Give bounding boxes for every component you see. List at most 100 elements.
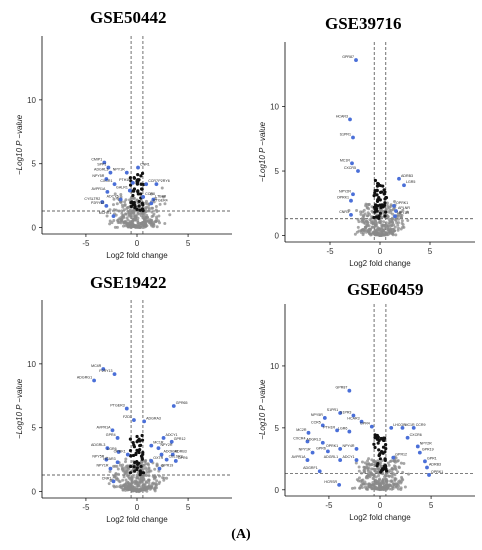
gene-label: P2RY6 [158, 179, 169, 183]
gene-label: CNR1 [140, 163, 150, 167]
gene-label: CYSLTR2 [84, 197, 100, 201]
ns-point [362, 482, 366, 486]
x-tick-label: 5 [186, 239, 191, 248]
ns-point [133, 224, 137, 228]
ns-point [366, 221, 370, 225]
gene-label: LGR6 [107, 447, 116, 451]
sig-point [381, 184, 385, 188]
gene-label: ADCY1 [166, 433, 178, 437]
sig-point [373, 445, 377, 450]
ns-point [388, 229, 392, 233]
gene-label: S1PR1 [340, 132, 351, 136]
ns-point [108, 208, 112, 212]
ns-point [374, 479, 378, 483]
ns-point [157, 214, 161, 218]
ns-point [369, 221, 373, 225]
ns-point [372, 230, 376, 234]
sig-point [128, 471, 133, 475]
ns-point [143, 223, 147, 227]
y-tick-label: 10 [270, 362, 279, 371]
gene-label: OPRK1 [337, 196, 349, 200]
ns-point [362, 468, 366, 472]
gene-label: PTH1R [119, 178, 131, 182]
sig-point [136, 178, 140, 182]
sig-point [375, 199, 380, 204]
deg-point [415, 444, 420, 449]
deg-point [391, 455, 396, 460]
deg-point [111, 214, 116, 219]
sig-point [381, 468, 385, 472]
deg-point [347, 388, 352, 393]
sig-point [140, 438, 145, 442]
ns-point [139, 476, 143, 480]
ns-point [371, 225, 375, 229]
sig-point [375, 209, 379, 213]
gene-label: CXCR6 [410, 433, 422, 437]
deg-point [397, 176, 401, 181]
deg-point [389, 425, 394, 430]
sig-point [372, 194, 376, 198]
ns-point [128, 208, 132, 212]
ns-point [120, 203, 124, 207]
sig-point [141, 182, 146, 187]
ns-point [155, 479, 159, 483]
gene-label: P2RY13 [99, 369, 112, 373]
gene-label: HCAR3 [336, 114, 348, 118]
deg-point [173, 459, 178, 463]
ns-point [124, 221, 128, 225]
ns-point [395, 483, 399, 487]
ns-point [357, 465, 361, 469]
ns-point [116, 472, 120, 476]
ns-point [129, 225, 133, 229]
ns-point [114, 213, 118, 217]
sig-point [141, 471, 146, 475]
gene-label: GPR12 [395, 453, 407, 457]
y-tick-label: 5 [32, 160, 37, 169]
ns-point [399, 227, 403, 231]
ns-point [122, 475, 126, 479]
gene-label: FZD1 [123, 415, 132, 419]
ns-point [385, 223, 389, 227]
deg-point [149, 443, 154, 448]
panel-title-2: GSE39716 [325, 14, 402, 33]
sig-point [384, 210, 388, 214]
gene-label: GPR4 [106, 433, 116, 437]
ns-point [108, 470, 112, 474]
ns-point [115, 202, 119, 206]
ns-point [368, 212, 372, 216]
x-axis-label: Log2 fold change [106, 251, 168, 260]
deg-point [354, 58, 358, 62]
gene-label: GPR19 [161, 464, 173, 468]
gene-label: MC2R [296, 428, 307, 432]
ns-point [150, 210, 154, 214]
x-axis-label: Log2 fold change [106, 515, 168, 524]
ns-point [400, 216, 404, 220]
ns-point [371, 477, 375, 481]
sig-point [383, 467, 388, 471]
ns-point [147, 467, 151, 471]
ns-point [123, 470, 127, 474]
gene-label: ADCY1 [343, 455, 355, 459]
ns-point [139, 221, 143, 225]
sig-point [137, 204, 141, 208]
ns-point [368, 232, 372, 236]
sig-point [131, 193, 135, 198]
ns-point [367, 474, 371, 478]
ns-point [360, 485, 364, 489]
ns-point [368, 485, 372, 489]
sig-point [384, 447, 388, 451]
ns-point [384, 208, 388, 212]
ns-point [360, 478, 364, 482]
gene-label: LTB4R [155, 195, 166, 199]
ns-point [120, 209, 124, 213]
deg-point [349, 198, 353, 203]
ns-point [153, 486, 157, 490]
gene-label: ADGRF1 [303, 466, 318, 470]
gene-label: CXCR4 [293, 436, 305, 440]
ns-point [356, 217, 360, 221]
gene-label: LGR6 [338, 427, 347, 431]
deg-point [157, 466, 162, 471]
ns-point [397, 465, 401, 469]
ns-point [150, 206, 154, 210]
deg-point [425, 465, 429, 470]
